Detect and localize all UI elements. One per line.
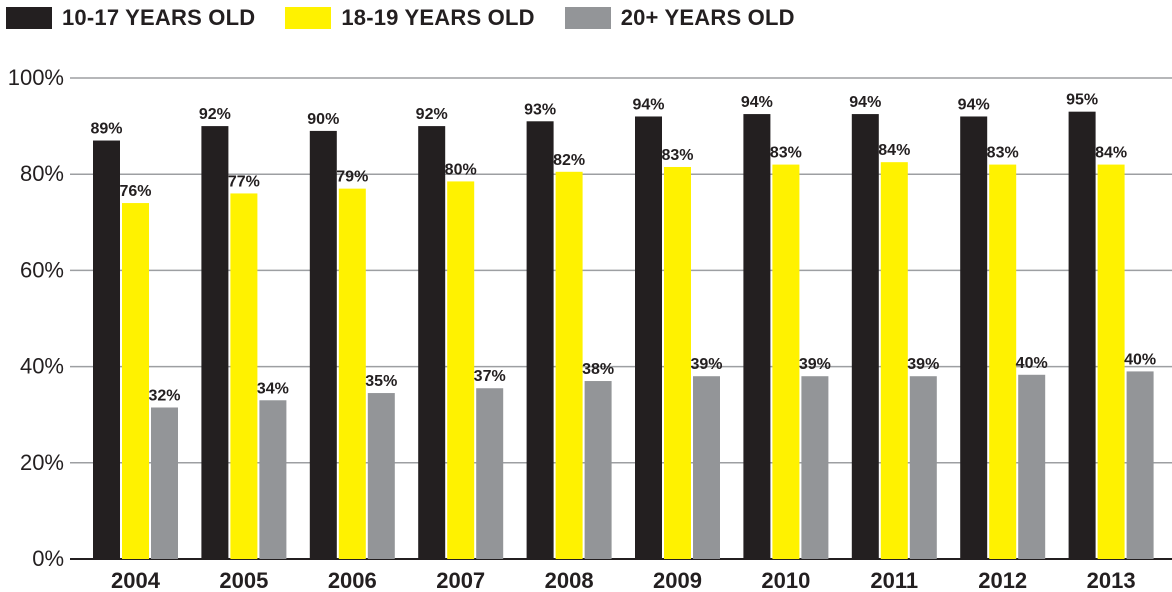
x-tick-label: 2004	[111, 568, 161, 592]
data-label: 84%	[1095, 145, 1127, 162]
legend-swatch-18-19	[285, 7, 332, 29]
data-label: 39%	[690, 356, 722, 373]
bar-2004-series-0	[93, 140, 120, 559]
data-label: 32%	[148, 387, 180, 404]
x-tick-label: 2009	[653, 568, 702, 592]
y-tick-label: 40%	[20, 354, 64, 379]
data-label: 95%	[1066, 92, 1098, 109]
data-label: 94%	[741, 94, 773, 111]
legend-label-18-19: 18-19 YEARS OLD	[341, 5, 535, 30]
legend: 10-17 YEARS OLD 18-19 YEARS OLD 20+ YEAR…	[6, 4, 825, 32]
bar-2009-series-2	[693, 376, 720, 559]
bar-2005-series-1	[230, 193, 258, 559]
legend-label-10-17: 10-17 YEARS OLD	[62, 5, 256, 30]
x-tick-label: 2006	[328, 568, 377, 592]
x-tick-label: 2008	[545, 568, 594, 592]
bar-2011-series-1	[880, 162, 908, 560]
data-label: 79%	[336, 169, 368, 186]
bar-2006-series-0	[309, 130, 337, 559]
data-label: 76%	[119, 183, 151, 200]
x-tick-label: 2012	[978, 568, 1027, 592]
bar-2006-series-1	[338, 188, 366, 559]
x-tick-label: 2013	[1087, 568, 1136, 592]
bar-2010-series-1	[772, 164, 800, 559]
data-label: 35%	[365, 373, 397, 390]
data-label: 82%	[553, 152, 585, 169]
data-label: 94%	[632, 96, 664, 113]
bar-2011-series-2	[909, 376, 937, 559]
bar-2010-series-0	[743, 114, 771, 559]
bar-2013-series-2	[1126, 371, 1154, 559]
bar-2008-series-1	[555, 171, 583, 560]
bar-2013-series-1	[1097, 164, 1125, 559]
bar-2007-series-0	[418, 126, 446, 559]
legend-swatch-10-17	[6, 7, 52, 29]
bar-2012-series-0	[960, 116, 988, 559]
bar-2006-series-2	[367, 393, 395, 559]
data-label: 84%	[878, 142, 910, 159]
bar-2011-series-0	[851, 114, 879, 559]
bar-2007-series-2	[476, 388, 504, 559]
bar-2013-series-0	[1068, 111, 1096, 560]
data-label: 80%	[445, 161, 477, 178]
bar-2009-series-1	[664, 166, 691, 560]
y-tick-label: 100%	[8, 65, 64, 90]
x-tick-label: 2005	[219, 568, 268, 592]
legend-item-18-19: 18-19 YEARS OLD	[285, 5, 534, 31]
data-label: 89%	[90, 121, 122, 138]
data-label: 34%	[257, 380, 289, 397]
bar-2007-series-1	[447, 181, 475, 560]
data-label: 94%	[958, 96, 990, 113]
bar-2005-series-2	[259, 400, 287, 559]
data-label: 93%	[524, 101, 556, 118]
data-label: 39%	[799, 356, 831, 373]
x-tick-label: 2007	[436, 568, 485, 592]
legend-swatch-20-plus	[564, 7, 611, 29]
bar-2008-series-2	[584, 381, 612, 559]
data-label: 83%	[770, 145, 802, 162]
data-label: 92%	[199, 106, 231, 123]
bar-2008-series-0	[526, 121, 554, 559]
bar-2005-series-0	[201, 126, 229, 559]
y-tick-label: 60%	[20, 257, 64, 282]
data-label: 83%	[987, 145, 1019, 162]
data-label: 92%	[416, 106, 448, 123]
y-tick-label: 20%	[20, 450, 64, 475]
y-tick-label: 0%	[32, 546, 64, 571]
bar-2004-series-2	[151, 407, 178, 559]
data-label: 77%	[228, 173, 260, 190]
x-tick-label: 2011	[870, 568, 918, 592]
bar-2010-series-2	[801, 376, 829, 559]
x-tick-label: 2010	[761, 568, 810, 592]
bar-2004-series-1	[122, 203, 149, 559]
data-label: 37%	[474, 368, 506, 385]
legend-label-20-plus: 20+ YEARS OLD	[620, 5, 795, 30]
bar-2012-series-1	[989, 164, 1017, 559]
bar-2009-series-0	[635, 116, 662, 559]
data-label: 40%	[1016, 355, 1048, 372]
data-label: 83%	[661, 147, 693, 164]
data-label: 38%	[582, 361, 614, 378]
data-label: 94%	[849, 94, 881, 111]
data-label: 90%	[307, 111, 339, 128]
data-label: 40%	[1124, 351, 1156, 368]
legend-item-20-plus: 20+ YEARS OLD	[564, 5, 795, 31]
bar-2012-series-2	[1018, 374, 1046, 559]
legend-item-10-17: 10-17 YEARS OLD	[6, 5, 255, 31]
data-label: 39%	[907, 356, 939, 373]
y-tick-label: 80%	[20, 161, 64, 186]
